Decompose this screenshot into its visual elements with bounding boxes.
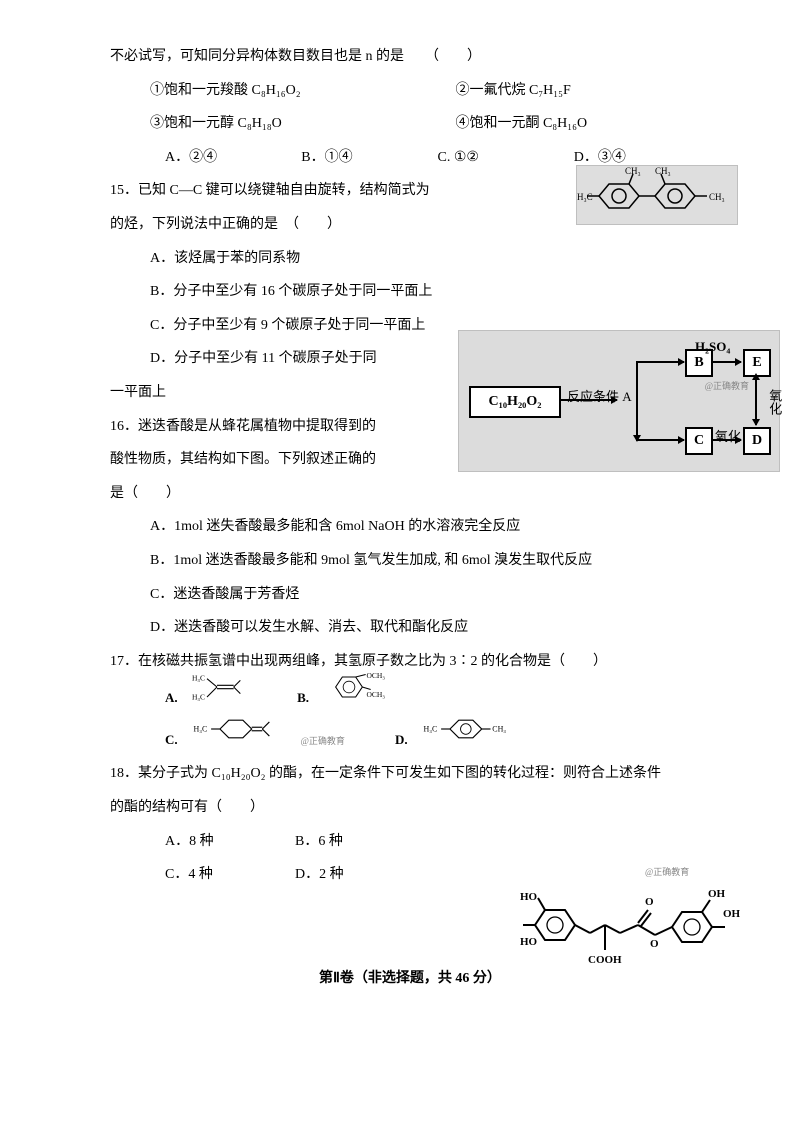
q18-a: A．8 种 [165, 825, 295, 859]
svg-text:HO: HO [520, 891, 538, 903]
watermark-text: @正确教育 [301, 736, 345, 746]
q14-item3: ③饱和一元醇 C₈H₁₈O [150, 107, 455, 141]
flow-box-d: D [743, 427, 771, 455]
q18-l1: 18．某分子式为 C₁₀H₂₀O₂ 的酯，在一定条件下可发生如下图的转化过程：则… [110, 757, 710, 791]
q18-c: C．4 种 [165, 858, 295, 892]
svg-text:OCH₃: OCH₃ [366, 690, 385, 699]
flow-cond-a: 反应条件 A [567, 381, 632, 412]
q16-b: B．1mol 迷迭香酸最多能和 9mol 氢气发生加成, 和 6mol 溴发生取… [110, 544, 710, 578]
svg-text:H₃C: H₃C [192, 693, 205, 702]
svg-text:OH: OH [708, 888, 726, 900]
q18-d: D．2 种 [295, 858, 425, 892]
q16-c: C．迷迭香酸属于芳香烃 [110, 578, 710, 612]
svg-text:O: O [650, 938, 659, 950]
rosmarinic-acid-structure: O O COOH HO HO OH OH @正确教育 [520, 855, 745, 995]
flow-box-c: C [685, 427, 713, 455]
svg-text:COOH: COOH [588, 954, 622, 966]
q18-l2: 的酯的结构可有（ ） [110, 791, 710, 825]
biphenyl-structure-image: H₃C CH₃ CH₃ CH₃ [576, 165, 738, 225]
q16-l3: 是（ ） [110, 477, 710, 511]
svg-text:O: O [645, 896, 654, 908]
reaction-flowchart-image: C₁₀H₂₀O₂ 反应条件 A B C H₂SO₄ E 氧化 D 氧化 @正确教… [458, 330, 780, 472]
svg-text:OH: OH [723, 908, 741, 920]
q17-opt-b: B. OCH₃ OCH₃ [297, 672, 398, 716]
flow-ox2: 氧化 [759, 389, 790, 415]
intro-text: 不必试写，可知同分异构体数目数目也是 n 的是 （ ） [110, 40, 710, 74]
svg-text:HO: HO [520, 936, 538, 948]
q17-opt-d: D. H₃C CH₃ [395, 714, 527, 758]
svg-text:OCH₃: OCH₃ [366, 672, 385, 680]
flow-h2so4: H₂SO₄ [695, 331, 730, 362]
q14-item4: ④饱和一元酮 C₈H₁₆O [455, 107, 710, 141]
svg-text:CH₃: CH₃ [492, 725, 506, 734]
q17-opt-c: C. H₃C @正确教育 [165, 714, 345, 758]
q14-item2: ②一氟代烷 C₇H₁₅F [455, 74, 710, 108]
q14-opt-a: A．②④ [165, 141, 301, 175]
q16-d: D．迷迭香酸可以发生水解、消去、取代和酯化反应 [110, 611, 710, 645]
q14-item1: ①饱和一元羧酸 C₈H₁₆O₂ [150, 74, 455, 108]
flow-compound: C₁₀H₂₀O₂ [469, 386, 561, 418]
svg-text:CH₃: CH₃ [625, 166, 641, 176]
q17-options-row1: A. H₃C H₃C B. OCH₃ OCH₃ [110, 672, 710, 716]
q15-a: A．该烃属于苯的同系物 [110, 242, 710, 276]
svg-text:CH₃: CH₃ [709, 192, 725, 202]
q15-b: B．分子中至少有 16 个碳原子处于同一平面上 [110, 275, 710, 309]
q14-opt-c: C. ①② [438, 141, 574, 175]
q17-opt-a: A. H₃C H₃C [165, 672, 247, 716]
q14-opt-b: B．①④ [301, 141, 437, 175]
flow-watermark: @正确教育 [705, 376, 749, 398]
exam-page: 不必试写，可知同分异构体数目数目也是 n 的是 （ ） ①饱和一元羧酸 C₈H₁… [0, 0, 800, 1035]
svg-text:CH₃: CH₃ [655, 166, 671, 176]
q16-a: A．1mol 迷失香酸最多能和含 6mol NaOH 的水溶液完全反应 [110, 510, 710, 544]
svg-text:H₃C: H₃C [194, 725, 208, 734]
svg-text:H₃C: H₃C [577, 192, 593, 202]
svg-text:H₃C: H₃C [192, 674, 205, 683]
svg-text:H₃C: H₃C [424, 725, 438, 734]
svg-text:@正确教育: @正确教育 [645, 866, 689, 877]
q17-options-row2: C. H₃C @正确教育 D. H₃C CH₃ [110, 714, 710, 758]
q18-b: B．6 种 [295, 825, 425, 859]
